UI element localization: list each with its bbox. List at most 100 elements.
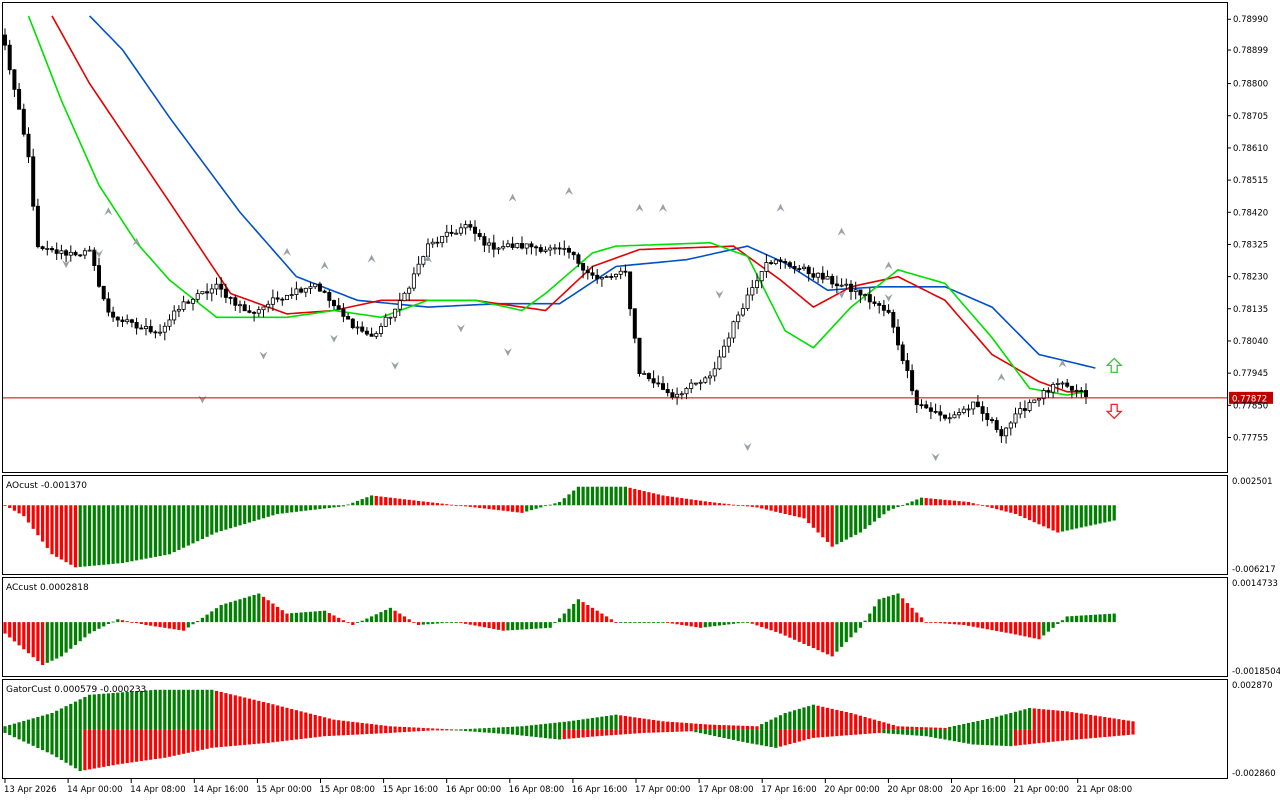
gator-upper-bar xyxy=(482,728,486,730)
gator-lower-bar xyxy=(449,729,454,731)
ac-bar xyxy=(417,622,421,625)
ao-bar xyxy=(55,505,59,557)
ao-bar xyxy=(985,505,989,507)
ao-bar xyxy=(609,486,613,506)
candle-bear xyxy=(97,265,102,287)
gator-upper-bar xyxy=(501,727,505,730)
ac-bar xyxy=(473,622,477,626)
ac-bar xyxy=(402,616,407,623)
ac-bar xyxy=(943,622,947,624)
ac-bar xyxy=(811,622,815,649)
gator-upper-bar xyxy=(210,689,214,730)
gator-upper-bar xyxy=(670,721,674,730)
gator-upper-bar xyxy=(407,727,411,730)
gator-lower-bar xyxy=(689,729,693,732)
gator-upper-bar xyxy=(496,727,501,730)
ao-bar xyxy=(139,505,143,560)
ac-bar xyxy=(887,596,891,623)
gator-upper-bar xyxy=(896,726,900,730)
ao-bar xyxy=(934,498,938,506)
gator-lower-bar xyxy=(797,729,801,742)
gator-upper-bar xyxy=(727,725,731,730)
gator-lower-bar xyxy=(783,729,787,746)
candle-bear xyxy=(905,360,910,371)
candle-bear xyxy=(834,283,839,287)
gator-upper-bar xyxy=(783,713,787,730)
gator-lower-bar xyxy=(990,729,994,746)
ao-bar xyxy=(445,504,449,506)
gator-lower-bar xyxy=(1009,729,1013,747)
ac-bar xyxy=(1046,622,1050,632)
ao-bar xyxy=(327,505,331,508)
gator-upper-bar xyxy=(17,722,21,730)
gator-upper-bar xyxy=(656,720,660,730)
gator-lower-bar xyxy=(680,729,684,732)
gator-lower-bar xyxy=(713,729,717,737)
candle-bull xyxy=(740,308,745,316)
gator-lower-bar xyxy=(501,729,505,734)
gator-upper-bar xyxy=(337,720,341,730)
candle-bear xyxy=(3,34,8,46)
gator-upper-bar xyxy=(294,710,298,730)
ac-bar xyxy=(31,622,35,658)
candle-bear xyxy=(999,429,1004,437)
ao-bar xyxy=(995,505,999,510)
candle-bull xyxy=(82,250,87,256)
gator-lower-bar xyxy=(78,729,82,772)
ao-bar xyxy=(31,505,35,529)
gator-lower-bar xyxy=(896,729,900,735)
gator-lower-bar xyxy=(581,729,585,738)
gator-upper-bar xyxy=(534,724,538,730)
price-tick-label: 0.78230 xyxy=(1233,273,1268,283)
ac-bar xyxy=(384,609,388,623)
ac-bar xyxy=(694,622,698,628)
candle-bear xyxy=(64,250,69,256)
candle-bear xyxy=(881,304,886,311)
ac-bar xyxy=(830,622,834,657)
ac-bar xyxy=(8,622,12,638)
ao-bar xyxy=(417,500,421,506)
candle-bull xyxy=(755,280,760,288)
gator-upper-bar xyxy=(821,706,825,730)
gator-upper-bar xyxy=(196,689,200,730)
fractal-up-marker xyxy=(1058,359,1067,368)
candle-bear xyxy=(877,303,882,306)
gator-upper-bar xyxy=(872,719,877,730)
candle-bear xyxy=(665,389,670,394)
ao-bar xyxy=(135,505,139,561)
gator-lower-bar xyxy=(999,729,1003,746)
gator-lower-bar xyxy=(736,729,740,741)
ac-bar xyxy=(1013,622,1018,635)
ac-bar xyxy=(515,622,519,630)
gator-upper-bar xyxy=(261,701,266,730)
ac-bar xyxy=(910,607,914,623)
candle-bull xyxy=(515,243,520,248)
ao-bar xyxy=(125,505,129,563)
gator-upper-bar xyxy=(3,726,7,730)
gator-upper-bar xyxy=(553,722,557,730)
gator-upper-bar xyxy=(581,719,585,730)
ao-bar xyxy=(487,505,491,510)
gator-lower-bar xyxy=(59,729,63,760)
gator-upper-bar xyxy=(313,714,317,730)
gator-upper-bar xyxy=(1131,721,1135,730)
gator-lower-bar xyxy=(670,729,674,732)
gator-lower-bar xyxy=(1070,729,1074,740)
fractal-up-marker xyxy=(659,203,667,212)
ac-bar xyxy=(581,602,585,623)
gator-upper-bar xyxy=(684,722,689,730)
fractal-down-marker xyxy=(391,361,400,370)
ac-bar xyxy=(868,613,872,623)
ac-bar xyxy=(506,622,510,631)
gator-upper-bar xyxy=(689,723,693,730)
ac-bar xyxy=(750,622,754,624)
ac-bar xyxy=(167,622,172,629)
ac-bar xyxy=(1075,615,1079,623)
gator-upper-bar xyxy=(807,706,811,730)
gator-upper-bar xyxy=(637,717,642,730)
gator-lower-bar xyxy=(266,729,270,743)
ao-bar xyxy=(388,497,392,506)
ao-bar xyxy=(666,496,670,506)
ao-bar xyxy=(689,499,693,506)
gator-upper-bar xyxy=(793,710,797,730)
